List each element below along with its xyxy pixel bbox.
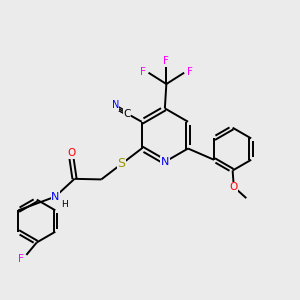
- Text: O: O: [68, 148, 76, 158]
- Text: N: N: [112, 100, 119, 110]
- Text: F: F: [18, 254, 24, 264]
- Text: F: F: [187, 67, 193, 77]
- Text: O: O: [230, 182, 238, 193]
- Text: N: N: [161, 157, 169, 167]
- Text: F: F: [140, 67, 146, 77]
- Text: C: C: [123, 109, 131, 119]
- Text: F: F: [164, 56, 169, 66]
- Text: H: H: [61, 200, 68, 208]
- Text: N: N: [51, 192, 59, 202]
- Text: S: S: [118, 158, 125, 170]
